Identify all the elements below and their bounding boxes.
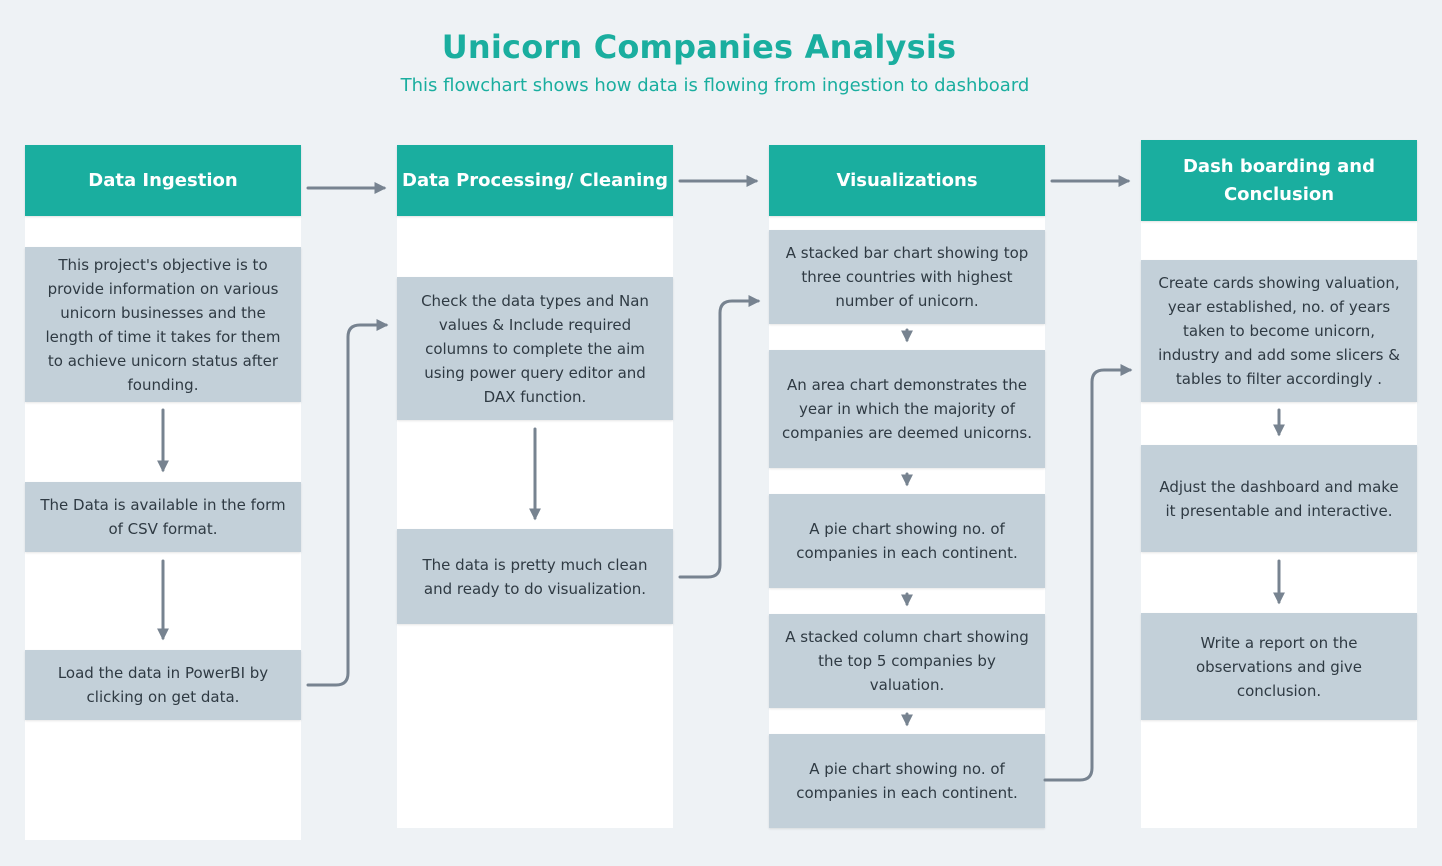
step-card: A pie chart showing no. of companies in … xyxy=(769,494,1045,588)
stage-header-visualizations: Visualizations xyxy=(769,145,1045,216)
stage-column-processing xyxy=(397,145,673,828)
elbow-processing-to-visualizations xyxy=(678,295,761,579)
step-card: Load the data in PowerBI by clicking on … xyxy=(25,650,301,720)
step-card: The data is pretty much clean and ready … xyxy=(397,529,673,624)
step-card: A stacked column chart showing the top 5… xyxy=(769,614,1045,708)
stage-header-ingestion: Data Ingestion xyxy=(25,145,301,216)
elbow-ingestion-to-processing xyxy=(306,319,389,687)
elbow-visualizations-to-dashboarding xyxy=(1043,364,1133,782)
step-card: The Data is available in the form of CSV… xyxy=(25,482,301,552)
step-card: Write a report on the observations and g… xyxy=(1141,613,1417,720)
step-card: This project's objective is to provide i… xyxy=(25,247,301,402)
step-card: A stacked bar chart showing top three co… xyxy=(769,230,1045,324)
step-card: Check the data types and Nan values & In… xyxy=(397,277,673,420)
stage-header-processing: Data Processing/ Cleaning xyxy=(397,145,673,216)
step-card: A pie chart showing no. of companies in … xyxy=(769,734,1045,828)
page-subtitle: This flowchart shows how data is flowing… xyxy=(400,75,1030,96)
stage-header-dashboarding: Dash boarding and Conclusion xyxy=(1141,140,1417,221)
step-card: Create cards showing valuation, year est… xyxy=(1141,260,1417,402)
step-card: Adjust the dashboard and make it present… xyxy=(1141,445,1417,552)
page-title: Unicorn Companies Analysis xyxy=(441,28,957,66)
step-card: An area chart demonstrates the year in w… xyxy=(769,350,1045,468)
